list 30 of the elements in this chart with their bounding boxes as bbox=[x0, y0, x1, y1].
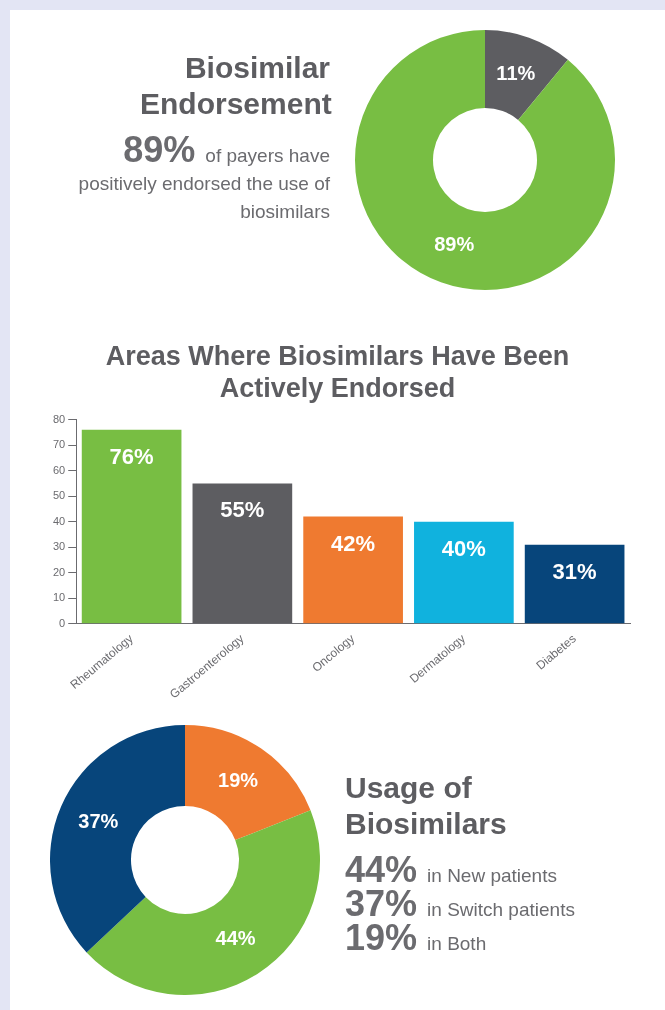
data-label: 55% bbox=[220, 497, 265, 523]
bar bbox=[81, 429, 182, 624]
bar bbox=[303, 516, 403, 624]
text: Biosimilar Endorsement bbox=[140, 50, 332, 122]
y-tick-label: 0 bbox=[59, 616, 66, 629]
text: 19% in Both bbox=[345, 917, 488, 958]
data-label: 76% bbox=[109, 443, 154, 469]
y-tick-label: 30 bbox=[52, 540, 66, 553]
y-tick-label: 70 bbox=[52, 438, 66, 451]
data-label: 31% bbox=[552, 558, 597, 584]
text: 89% of payers have positively endorsed the use of biosimilars bbox=[77, 129, 330, 224]
data-label: 11% bbox=[496, 61, 536, 84]
bar bbox=[192, 483, 293, 624]
text: 44% in New patients bbox=[345, 849, 557, 890]
y-tick-label: 80 bbox=[52, 412, 66, 425]
data-label: 40% bbox=[441, 535, 486, 561]
y-tick-label: 10 bbox=[52, 591, 66, 604]
text: Usage of Biosimilars bbox=[345, 770, 508, 842]
data-label: 89% bbox=[434, 233, 475, 256]
bar bbox=[414, 521, 514, 624]
data-label: 42% bbox=[331, 530, 376, 556]
bar bbox=[524, 544, 625, 624]
data-label: 37% bbox=[78, 809, 119, 832]
y-tick-label: 50 bbox=[52, 489, 66, 502]
data-label: 44% bbox=[215, 927, 256, 950]
y-tick-label: 40 bbox=[52, 514, 66, 527]
y-tick-label: 20 bbox=[52, 565, 66, 578]
chart-title: Areas Where Biosimilars Have Been Actively Endorsed bbox=[104, 340, 571, 404]
data-label: 19% bbox=[218, 769, 259, 792]
y-tick-label: 60 bbox=[52, 463, 66, 476]
